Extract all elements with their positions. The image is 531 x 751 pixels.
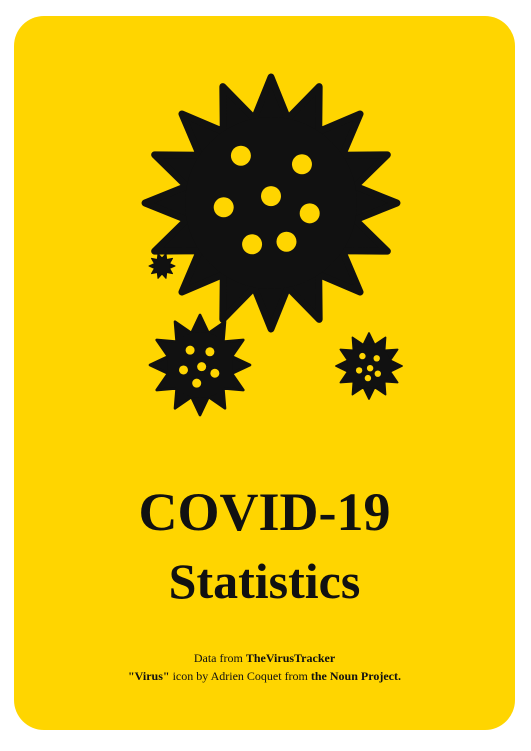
virus-spot xyxy=(261,186,281,207)
virus-spot xyxy=(242,234,263,255)
virus-spot xyxy=(359,352,366,360)
virus-spot xyxy=(373,355,380,362)
virus-spot xyxy=(366,365,374,372)
virus-spot xyxy=(210,368,220,378)
virus-spot xyxy=(197,362,207,372)
credits: Data from TheVirusTracker "Virus" icon b… xyxy=(14,649,515,685)
data-source-line: Data from TheVirusTracker xyxy=(14,649,515,667)
virus-spot xyxy=(179,365,188,375)
large-virus-icon xyxy=(141,73,401,333)
virus-spot xyxy=(364,374,372,382)
virus-spot xyxy=(213,197,234,218)
title-statistics: Statistics xyxy=(168,553,361,609)
icon-source-name: the Noun Project. xyxy=(310,669,401,683)
virus-spot xyxy=(276,231,297,252)
small-virus-icon xyxy=(335,332,403,400)
tiny-virus-icon xyxy=(148,253,176,279)
virus-spot xyxy=(230,145,251,166)
virus-spot xyxy=(185,345,195,355)
virus-spot xyxy=(299,203,320,224)
virus-spot xyxy=(192,378,202,388)
data-source-prefix: Data from xyxy=(193,651,246,665)
title-covid: COVID-19 xyxy=(138,482,391,542)
virus-spot xyxy=(205,347,215,357)
medium-virus-icon xyxy=(148,313,252,417)
virus-illustration xyxy=(141,73,403,417)
data-source-name: TheVirusTracker xyxy=(245,651,336,665)
title-card: COVID-19 Statistics Data from TheVirusTr… xyxy=(14,16,515,730)
icon-attribution-line: "Virus" icon by Adrien Coquet from the N… xyxy=(14,667,515,685)
icon-attribution-text: icon by Adrien Coquet from xyxy=(169,669,311,683)
icon-name: "Virus" xyxy=(128,669,170,683)
virus-spot xyxy=(374,370,381,377)
virus-spot xyxy=(355,367,363,374)
virus-spot xyxy=(291,154,312,175)
